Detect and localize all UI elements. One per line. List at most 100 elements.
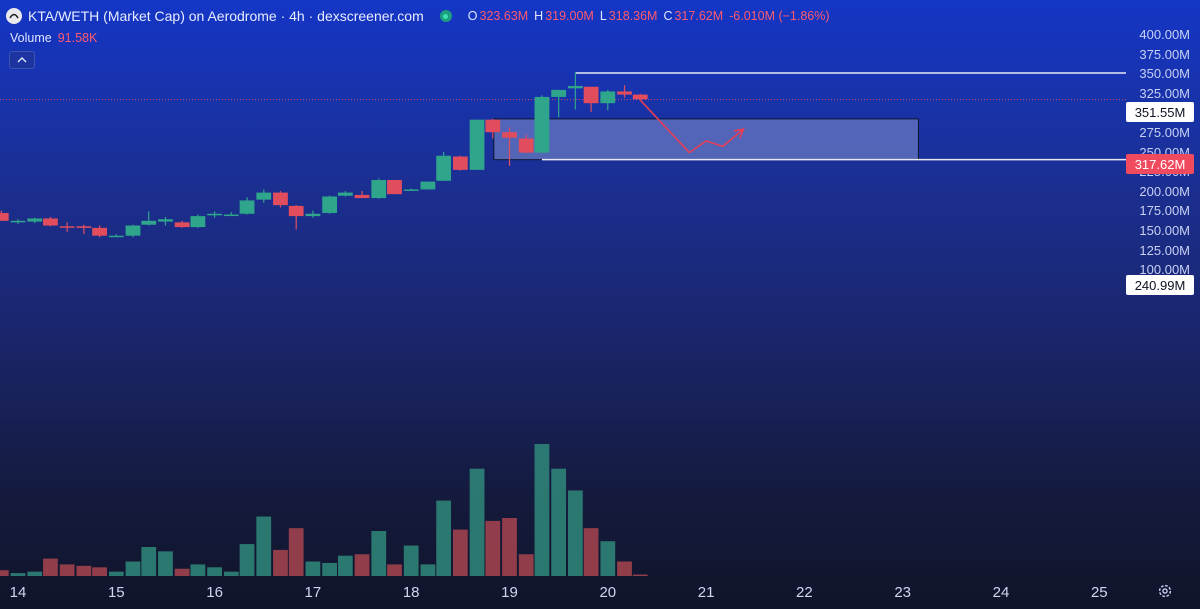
candle-body [10, 220, 26, 223]
x-tick-label: 23 [894, 584, 912, 601]
candle-body [534, 96, 550, 153]
y-tick-label: 325.00M [1139, 85, 1190, 101]
candle-body [322, 196, 338, 213]
y-tick-label: 400.00M [1139, 27, 1190, 42]
volume-bar [141, 547, 157, 576]
volume-bar [305, 561, 321, 576]
volume-bar [485, 520, 501, 576]
candle-body [567, 85, 583, 89]
volume-bar [452, 529, 468, 576]
volume-value: 91.58K [57, 31, 98, 45]
chart-legend: KTA/WETH (Market Cap) on Aerodrome · 4h … [6, 8, 834, 24]
y-tick-label: 200.00M [1139, 183, 1190, 199]
candle-body [452, 156, 468, 170]
projection-path [639, 99, 744, 154]
close-value: 317.62M [674, 9, 724, 23]
volume-bar [583, 528, 599, 576]
candle-body [0, 212, 9, 221]
y-tick-label: 350.00M [1139, 66, 1190, 82]
volume-bar [207, 567, 222, 576]
volume-bar [436, 500, 452, 576]
candle-body [223, 214, 239, 217]
volume-bar [0, 570, 9, 576]
ohlc-readout: O 323.63M H 319.00M L 318.36M C 317.62M -6.0… [468, 9, 834, 23]
x-tick-label: 14 [9, 584, 27, 601]
candle-body [518, 138, 534, 153]
volume-label: Volume [10, 31, 52, 45]
x-tick-label: 15 [107, 584, 125, 601]
x-tick-label: 20 [599, 584, 617, 601]
volume-legend: Volume 91.58K [10, 31, 97, 45]
level-tag-bottom: 240.99M [1126, 275, 1194, 295]
gear-icon[interactable] [1156, 582, 1174, 600]
low-key: L [599, 9, 607, 23]
volume-bar [190, 564, 206, 576]
candle-body [551, 89, 567, 97]
volume-bar [469, 468, 485, 576]
candle-body [59, 226, 75, 228]
volume-bar [59, 564, 75, 576]
volume-bar [288, 528, 304, 576]
volume-bar [10, 573, 26, 576]
live-status-icon [439, 10, 452, 22]
x-tick-label: 24 [992, 584, 1010, 601]
candle-body [632, 94, 648, 100]
candle-body [485, 119, 501, 133]
candle-body [305, 213, 321, 217]
volume-bar [551, 468, 567, 576]
volume-bar [371, 531, 387, 576]
high-value: 319.00M [545, 9, 594, 23]
candle-body [141, 220, 157, 225]
volume-bar [158, 551, 173, 576]
y-tick-label: 375.00M [1139, 46, 1190, 62]
x-tick-label: 22 [796, 584, 813, 601]
chart-title: KTA/WETH (Market Cap) on Aerodrome · 4h … [28, 8, 424, 24]
candle-body [387, 180, 402, 195]
x-tick-label: 25 [1090, 584, 1108, 601]
candle-body [207, 213, 222, 216]
collapse-legend-button[interactable] [9, 51, 35, 69]
volume-bar [256, 516, 272, 576]
x-tick-label: 16 [206, 584, 223, 601]
candle-body [125, 225, 141, 236]
last-price-tag: 317.62M [1126, 154, 1194, 174]
projection-arrowhead [733, 128, 745, 139]
volume-bar [27, 571, 43, 576]
candle-body [256, 192, 272, 200]
candle-body [239, 200, 255, 214]
volume-bar [174, 568, 190, 576]
candle-body [354, 194, 370, 199]
x-tick-label: 21 [697, 584, 715, 601]
volume-bar [600, 541, 616, 576]
y-tick-label: 275.00M [1139, 125, 1190, 140]
candle-body [190, 216, 206, 228]
volume-bar [108, 571, 124, 576]
volume-bar [420, 564, 436, 576]
support-zone [493, 118, 919, 161]
high-key: H [534, 9, 544, 23]
volume-bar [632, 574, 648, 576]
volume-bar [322, 562, 338, 576]
x-tick-label: 17 [304, 584, 322, 601]
volume-bar [239, 544, 255, 576]
candle-body [371, 180, 387, 199]
volume-bar [518, 554, 534, 576]
candle-body [108, 235, 124, 238]
volume-bar [273, 549, 288, 576]
y-tick-label: 100.00M [1139, 262, 1190, 278]
candle-body [174, 222, 190, 228]
candle-body [158, 219, 173, 222]
level-tag-top: 351.55M [1126, 102, 1194, 122]
volume-bar [354, 554, 370, 576]
volume-bar [387, 564, 402, 576]
volume-bar [502, 518, 517, 576]
candle-body [288, 205, 304, 217]
candle-body [92, 227, 107, 236]
candle-body [436, 155, 452, 181]
volume-bar [223, 571, 239, 576]
volume-bar [337, 555, 353, 576]
candle-body [469, 119, 485, 170]
close-key: C [663, 9, 673, 23]
